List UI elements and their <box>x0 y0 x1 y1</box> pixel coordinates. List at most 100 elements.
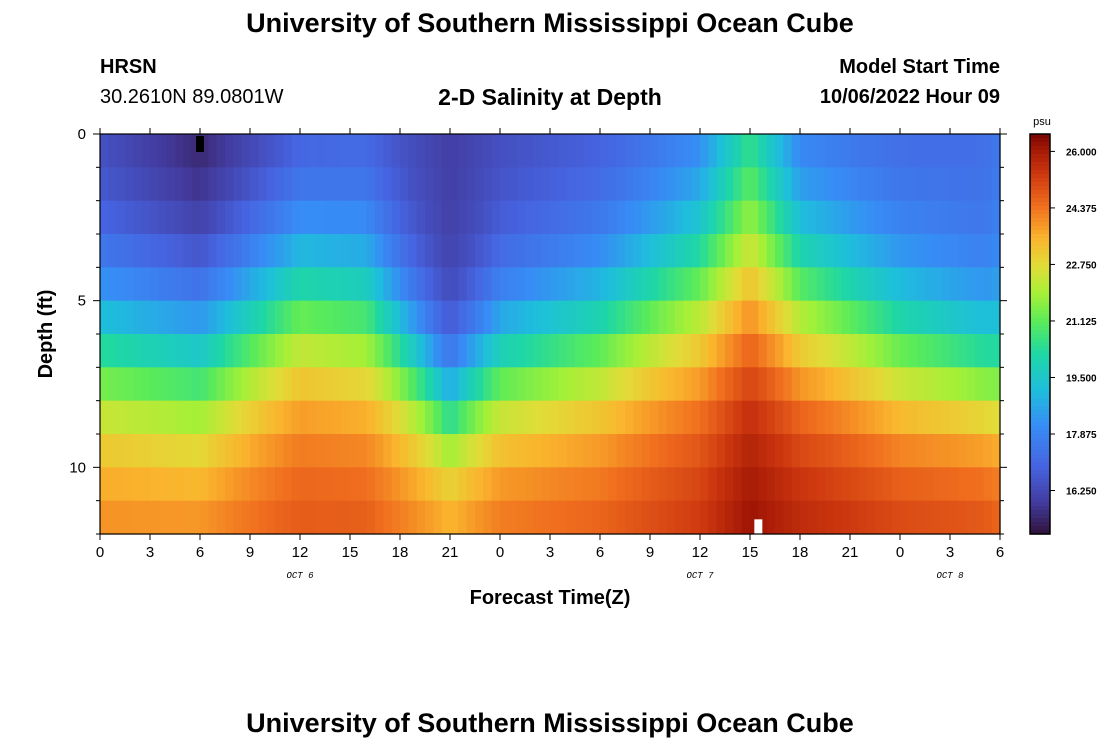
heatmap-cell <box>900 434 909 468</box>
heatmap-cell <box>141 434 151 468</box>
heatmap-cell <box>116 467 126 502</box>
heatmap-cell <box>950 167 959 202</box>
heatmap-cell <box>700 167 709 202</box>
heatmap-cell <box>525 367 534 402</box>
heatmap-cell <box>100 500 109 535</box>
heatmap-cell <box>141 167 151 202</box>
heatmap-cell <box>558 467 568 502</box>
heatmap-cell <box>925 300 934 335</box>
heatmap-cell <box>433 167 443 202</box>
heatmap-cell <box>125 300 134 335</box>
heatmap-cell <box>300 134 309 168</box>
colorbar-strip <box>1030 210 1050 215</box>
heatmap-cell <box>533 267 543 302</box>
heatmap-cell <box>875 234 884 268</box>
heatmap-cell <box>216 134 226 168</box>
heatmap-cell <box>358 267 368 302</box>
heatmap-cell <box>966 367 976 402</box>
heatmap-cell <box>858 367 868 402</box>
heatmap-cell <box>375 200 384 235</box>
heatmap-cell <box>308 200 318 235</box>
heatmap-cell <box>441 467 451 502</box>
heatmap-cell <box>275 334 284 368</box>
heatmap-cell <box>133 167 143 202</box>
heatmap-cell <box>908 134 918 168</box>
heatmap-cell <box>466 334 476 368</box>
heatmap-cell <box>366 500 376 535</box>
heatmap-cell <box>475 134 484 168</box>
heatmap-cell <box>191 367 201 402</box>
heatmap-cell <box>266 134 276 168</box>
heatmap-cell <box>400 300 409 335</box>
heatmap-cell <box>541 367 551 402</box>
heatmap-cell <box>466 267 476 302</box>
colorbar-tick-label: 22.750 <box>1066 260 1097 271</box>
heatmap-cell <box>283 234 293 268</box>
heatmap-cell <box>500 200 509 235</box>
heatmap-cell <box>450 400 459 435</box>
heatmap-cell <box>491 200 501 235</box>
heatmap-cell <box>200 267 209 302</box>
heatmap-cell <box>650 167 659 202</box>
heatmap-cell <box>358 467 368 502</box>
heatmap-cell <box>250 234 259 268</box>
heatmap-cell <box>125 467 134 502</box>
heatmap-cell <box>291 467 301 502</box>
heatmap-cell <box>775 500 784 535</box>
heatmap-cell <box>150 500 159 535</box>
heatmap-cell <box>491 134 501 168</box>
heatmap-cell <box>200 134 209 168</box>
heatmap-cell <box>308 400 318 435</box>
heatmap-cell <box>850 467 859 502</box>
heatmap-cell <box>850 367 859 402</box>
heatmap-cell <box>150 300 159 335</box>
heatmap-cell <box>625 367 634 402</box>
heatmap-cell <box>783 267 793 302</box>
heatmap-cell <box>600 467 609 502</box>
heatmap-cell <box>591 467 601 502</box>
heatmap-cell <box>991 434 1001 468</box>
heatmap-cell <box>683 367 693 402</box>
heatmap-cell <box>975 300 984 335</box>
heatmap-cell <box>491 434 501 468</box>
heatmap-cell <box>391 167 401 202</box>
colorbar-strip <box>1030 490 1050 495</box>
heatmap-cell <box>900 367 909 402</box>
heatmap-cell <box>816 500 826 535</box>
heatmap-cell <box>741 334 751 368</box>
heatmap-cell <box>150 234 159 268</box>
heatmap-cell <box>658 334 668 368</box>
heatmap-cell <box>216 300 226 335</box>
heatmap-cell <box>483 134 493 168</box>
heatmap-cell <box>475 334 484 368</box>
heatmap-cell <box>525 500 534 535</box>
heatmap-cell <box>533 500 543 535</box>
heatmap-cell <box>808 467 818 502</box>
heatmap-cell <box>816 200 826 235</box>
heatmap-cell <box>150 467 159 502</box>
heatmap-cell <box>733 500 743 535</box>
heatmap-cell <box>450 467 459 502</box>
heatmap-cell <box>625 267 634 302</box>
heatmap-cell <box>775 300 784 335</box>
y-tick-label: 10 <box>69 459 86 476</box>
heatmap-cell <box>225 267 234 302</box>
heatmap-cell <box>833 367 843 402</box>
heatmap-cell <box>533 400 543 435</box>
heatmap-cell <box>208 367 218 402</box>
heatmap-cell <box>966 167 976 202</box>
heatmap-cell <box>608 167 618 202</box>
heatmap-cell <box>383 467 393 502</box>
heatmap-cell <box>325 134 334 168</box>
heatmap-cell <box>258 134 268 168</box>
heatmap-cell <box>758 167 768 202</box>
heatmap-cell <box>375 300 384 335</box>
heatmap-cell <box>983 500 993 535</box>
colorbar-strip <box>1030 370 1050 375</box>
heatmap-cell <box>150 134 159 168</box>
colorbar-strip <box>1030 334 1050 339</box>
heatmap-cell <box>333 367 343 402</box>
heatmap-cell <box>766 367 776 402</box>
heatmap-cell <box>241 400 251 435</box>
heatmap-cell <box>416 300 426 335</box>
